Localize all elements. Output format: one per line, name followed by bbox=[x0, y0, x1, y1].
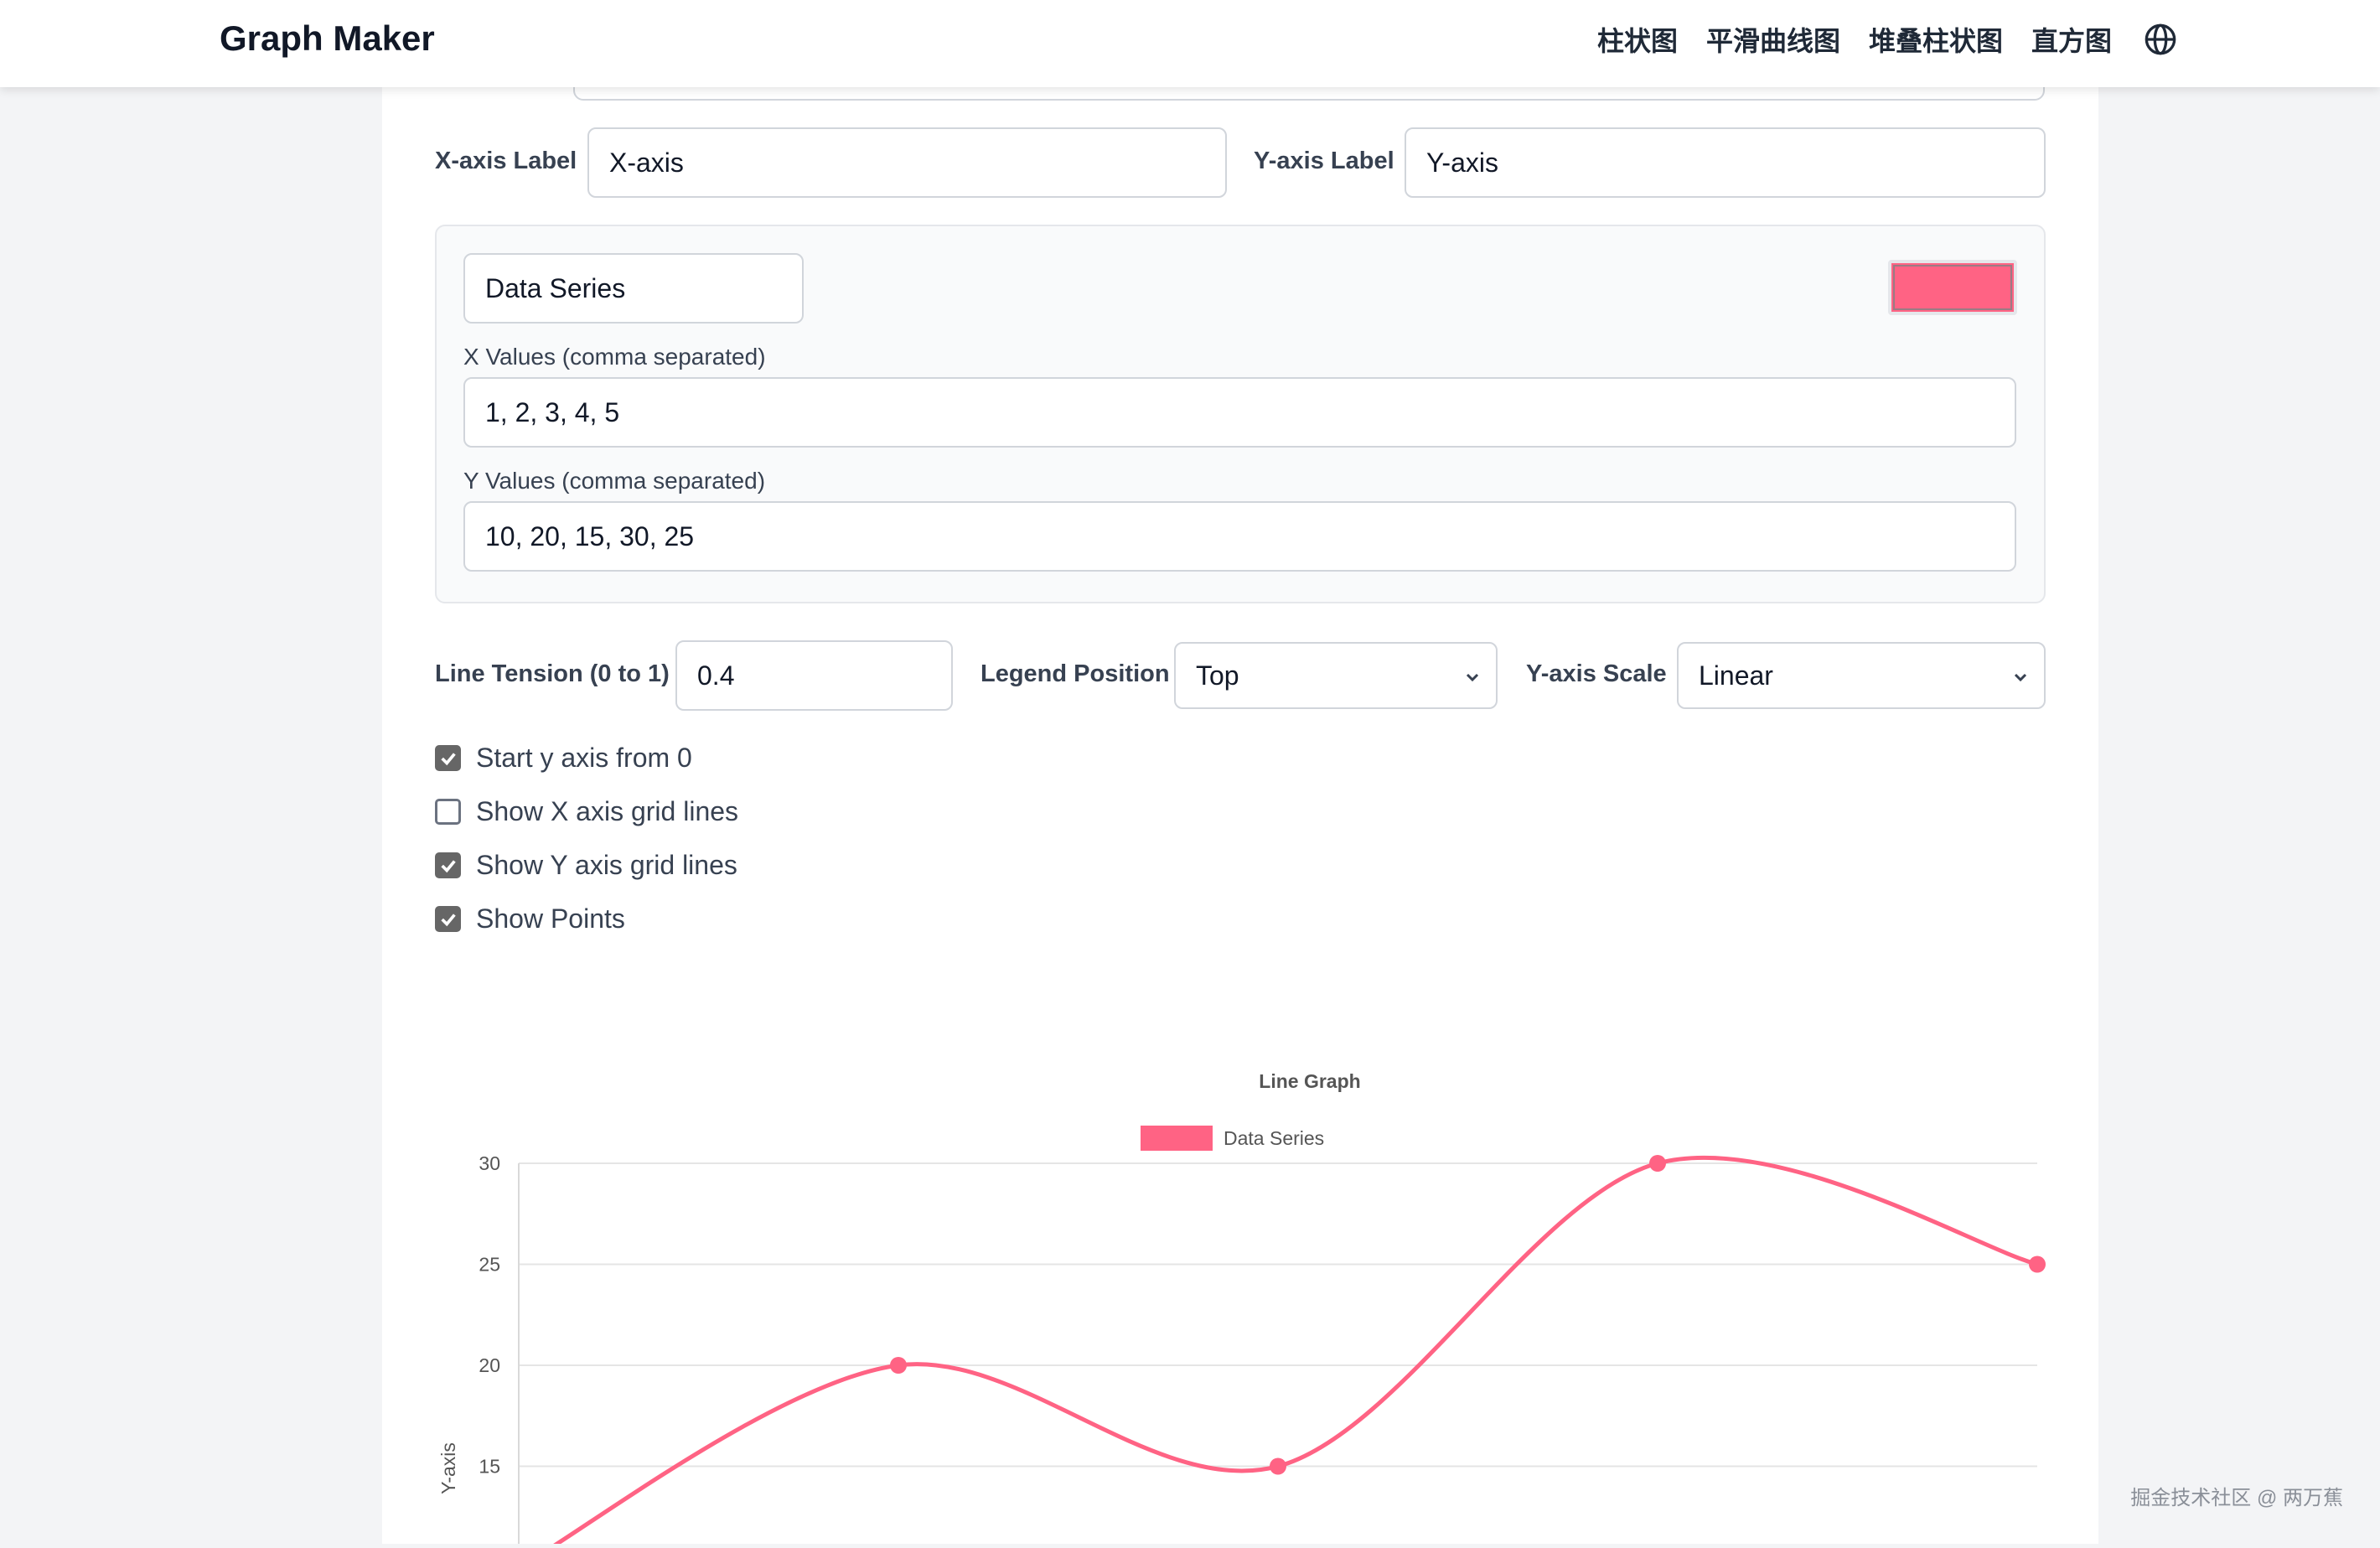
legend-position-caption: Legend Position bbox=[980, 660, 1170, 688]
nav-menu: 柱状图 平滑曲线图 堆叠柱状图 直方图 bbox=[1569, 20, 2177, 59]
y-grid-label: Show Y axis grid lines bbox=[476, 850, 737, 881]
line-tension-caption: Line Tension (0 to 1) bbox=[435, 660, 670, 688]
start-y-zero-checkbox[interactable] bbox=[435, 745, 461, 771]
top-navbar: Graph Maker 柱状图 平滑曲线图 堆叠柱状图 直方图 bbox=[0, 0, 2380, 87]
y-tick-label: 15 bbox=[479, 1456, 500, 1478]
data-point bbox=[2029, 1256, 2046, 1273]
show-points-checkbox[interactable] bbox=[435, 906, 461, 932]
y-axis-scale-select[interactable]: Linear bbox=[1677, 642, 2046, 709]
chevron-down-icon bbox=[1462, 667, 1482, 687]
show-points-label: Show Points bbox=[476, 903, 625, 934]
data-point bbox=[890, 1357, 907, 1374]
data-point bbox=[1270, 1458, 1286, 1475]
chart-title: Line Graph bbox=[1259, 1070, 1360, 1092]
y-grid-option: Show Y axis grid lines bbox=[435, 850, 737, 881]
x-axis-label-input[interactable]: X-axis bbox=[587, 127, 1227, 198]
chevron-down-icon bbox=[2010, 667, 2031, 687]
y-axis-scale-value: Linear bbox=[1699, 660, 1773, 691]
legend-position-value: Top bbox=[1196, 660, 1239, 691]
nav-stacked-bar-chart[interactable]: 堆叠柱状图 bbox=[1869, 20, 2003, 59]
line-tension-input[interactable]: 0.4 bbox=[675, 640, 953, 711]
y-axis-label-value: Y-axis bbox=[1426, 148, 1498, 179]
x-grid-checkbox[interactable] bbox=[435, 799, 461, 825]
nav-bar-chart[interactable]: 柱状图 bbox=[1597, 20, 1678, 59]
series-name-value: Data Series bbox=[485, 273, 625, 304]
series-color-fill bbox=[1893, 265, 2012, 310]
y-axis-label-input[interactable]: Y-axis bbox=[1405, 127, 2046, 198]
y-axis-scale-caption: Y-axis Scale bbox=[1526, 660, 1667, 688]
start-y-zero-label: Start y axis from 0 bbox=[476, 743, 692, 774]
legend-swatch bbox=[1141, 1126, 1213, 1151]
x-values-value: 1, 2, 3, 4, 5 bbox=[485, 397, 619, 428]
x-grid-label: Show X axis grid lines bbox=[476, 796, 738, 827]
series-name-input[interactable]: Data Series bbox=[463, 253, 804, 324]
y-axis-title: Y-axis bbox=[437, 1442, 459, 1494]
nav-histogram[interactable]: 直方图 bbox=[2031, 20, 2112, 59]
y-grid-checkbox[interactable] bbox=[435, 852, 461, 878]
series-color-picker[interactable] bbox=[1888, 260, 2017, 315]
data-series-editor: Data Series X Values (comma separated) 1… bbox=[435, 225, 2046, 603]
y-tick-label: 30 bbox=[479, 1152, 500, 1174]
checkmark-icon bbox=[439, 857, 458, 875]
y-tick-label: 20 bbox=[479, 1354, 500, 1376]
x-grid-option: Show X axis grid lines bbox=[435, 796, 738, 827]
watermark: 掘金技术社区 @ 两万蕉 bbox=[2130, 1481, 2343, 1510]
show-points-option: Show Points bbox=[435, 903, 625, 934]
data-point bbox=[1649, 1155, 1666, 1172]
checkmark-icon bbox=[439, 749, 458, 768]
legend-position-select[interactable]: Top bbox=[1174, 642, 1498, 709]
y-tick-label: 25 bbox=[479, 1254, 500, 1276]
brand-title[interactable]: Graph Maker bbox=[220, 18, 435, 59]
x-axis-label-value: X-axis bbox=[609, 148, 684, 179]
y-values-value: 10, 20, 15, 30, 25 bbox=[485, 521, 694, 552]
checkmark-icon bbox=[439, 910, 458, 929]
x-values-caption: X Values (comma separated) bbox=[463, 344, 766, 370]
y-values-input[interactable]: 10, 20, 15, 30, 25 bbox=[463, 501, 2016, 572]
legend-label: Data Series bbox=[1224, 1127, 1324, 1149]
start-y-zero-option: Start y axis from 0 bbox=[435, 743, 692, 774]
globe-icon[interactable] bbox=[2144, 23, 2177, 56]
y-axis-label-caption: Y-axis Label bbox=[1254, 148, 1394, 175]
x-axis-label-caption: X-axis Label bbox=[435, 148, 577, 175]
y-values-caption: Y Values (comma separated) bbox=[463, 468, 765, 494]
x-values-input[interactable]: 1, 2, 3, 4, 5 bbox=[463, 377, 2016, 448]
form-panel: X-axis Label X-axis Y-axis Label Y-axis … bbox=[382, 87, 2098, 1544]
line-tension-value: 0.4 bbox=[697, 660, 734, 691]
nav-smooth-line-chart[interactable]: 平滑曲线图 bbox=[1706, 20, 1840, 59]
series-line bbox=[519, 1157, 2037, 1544]
